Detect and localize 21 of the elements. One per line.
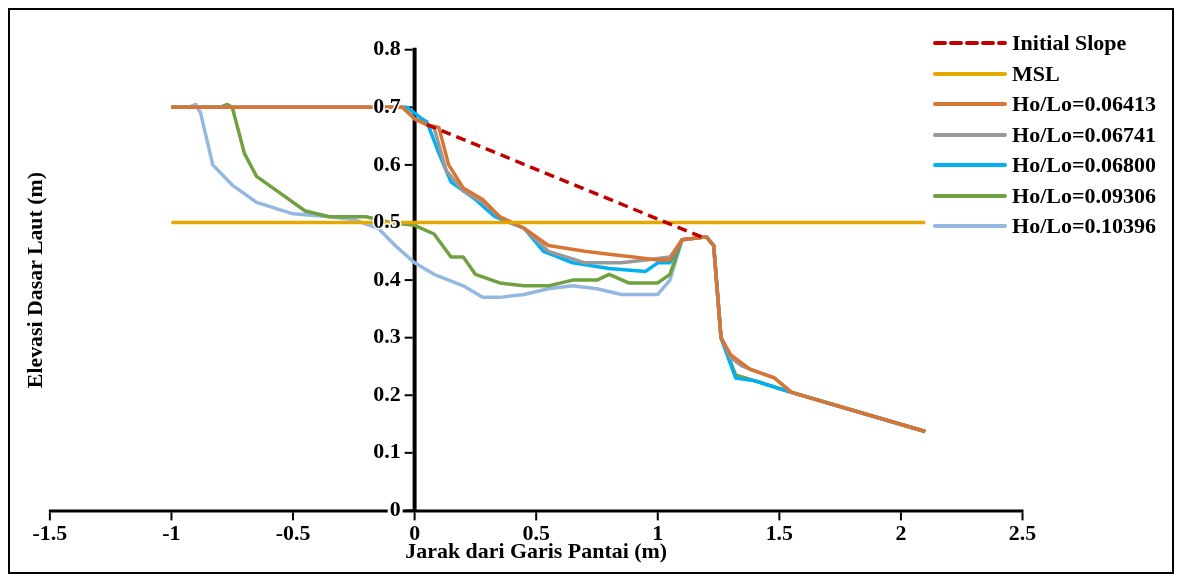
legend-label: Ho/Lo=0.06413 <box>1012 90 1156 118</box>
y-axis-title: Elevasi Dasar Laut (m) <box>22 172 47 389</box>
legend-label: MSL <box>1012 59 1060 88</box>
legend-label: Initial Slope <box>1012 29 1127 57</box>
y-tick-label: 0.1 <box>373 439 401 464</box>
legend-label: Ho/Lo=0.10396 <box>1012 212 1156 240</box>
x-tick-label: -1 <box>162 521 181 546</box>
x-tick-label: 1.5 <box>765 521 794 546</box>
legend-label: Ho/Lo=0.06741 <box>1012 120 1156 149</box>
y-tick-label: 0.6 <box>373 151 401 176</box>
x-tick-label: -1.5 <box>32 521 68 546</box>
y-tick-label: 0.8 <box>373 36 401 61</box>
x-tick-label: 2 <box>895 521 907 546</box>
x-tick-label: 2.5 <box>1008 521 1037 546</box>
y-tick-label: 0.3 <box>373 324 401 349</box>
legend-label: Ho/Lo=0.09306 <box>1012 181 1156 210</box>
x-tick-label: -0.5 <box>275 521 311 546</box>
y-tick-label: 0.2 <box>373 381 401 406</box>
legend-label: Ho/Lo=0.06800 <box>1012 151 1156 179</box>
y-tick-label: 0 <box>389 497 401 522</box>
y-tick-label: 0.4 <box>373 266 401 291</box>
